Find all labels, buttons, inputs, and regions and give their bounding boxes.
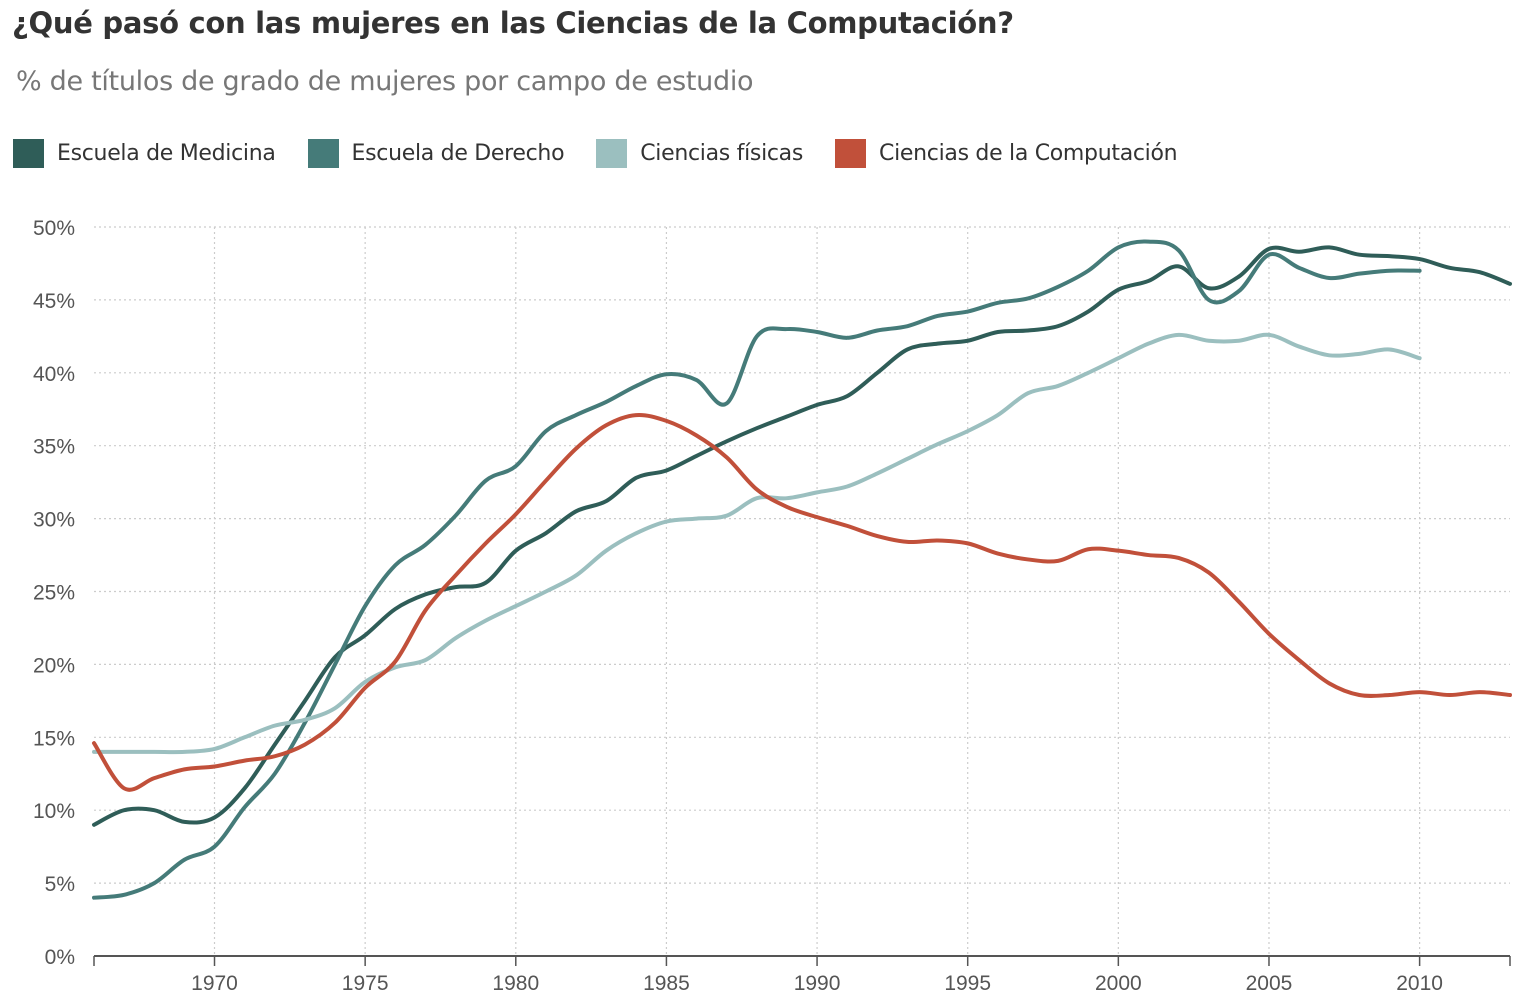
x-tick-label: 2005 [1246, 972, 1293, 995]
y-tick-label: 0% [45, 946, 75, 969]
series-line-2 [92, 332, 1422, 755]
legend-swatch [596, 139, 628, 168]
chart-subtitle: % de títulos de grado de mujeres por cam… [16, 66, 754, 97]
legend-item-medicina: Escuela de Medicina [13, 139, 276, 168]
x-tick-label: 1975 [342, 972, 389, 995]
chart-title: ¿Qué pasó con las mujeres en las Ciencia… [12, 6, 1014, 40]
x-tick-label: 1985 [643, 972, 690, 995]
legend-swatch [307, 139, 339, 168]
y-tick-label: 30% [33, 509, 75, 532]
y-tick-label: 25% [33, 582, 75, 605]
legend-swatch [13, 139, 44, 168]
y-tick-label: 20% [33, 654, 75, 677]
legend-item-fisicas: Ciencias físicas [596, 139, 803, 168]
x-tick-label: 2000 [1095, 972, 1142, 995]
x-tick-label: 2010 [1396, 972, 1443, 995]
y-tick-label: 5% [45, 873, 75, 896]
series-line-1 [92, 239, 1422, 900]
legend-item-derecho: Escuela de Derecho [307, 139, 565, 168]
x-tick-label: 1980 [492, 972, 539, 995]
legend-label: Escuela de Medicina [57, 141, 276, 166]
legend-swatch [835, 139, 867, 168]
series-line-0 [92, 245, 1512, 827]
legend-label: Ciencias de la Computación [879, 141, 1178, 166]
x-tick-label: 1990 [794, 972, 841, 995]
y-tick-label: 10% [33, 800, 75, 823]
series-line-3 [92, 412, 1512, 792]
x-tick-label: 1995 [944, 972, 991, 995]
y-tick-label: 35% [33, 436, 75, 459]
legend-label: Escuela de Derecho [351, 141, 565, 166]
legend: Escuela de Medicina Escuela de Derecho C… [13, 139, 1209, 168]
x-tick-label: 1970 [191, 972, 238, 995]
y-tick-label: 15% [33, 727, 75, 750]
legend-label: Ciencias físicas [640, 141, 804, 166]
y-tick-label: 45% [33, 290, 75, 313]
y-tick-label: 50% [33, 217, 75, 240]
legend-item-computacion: Ciencias de la Computación [835, 139, 1178, 168]
y-tick-label: 40% [33, 363, 75, 386]
